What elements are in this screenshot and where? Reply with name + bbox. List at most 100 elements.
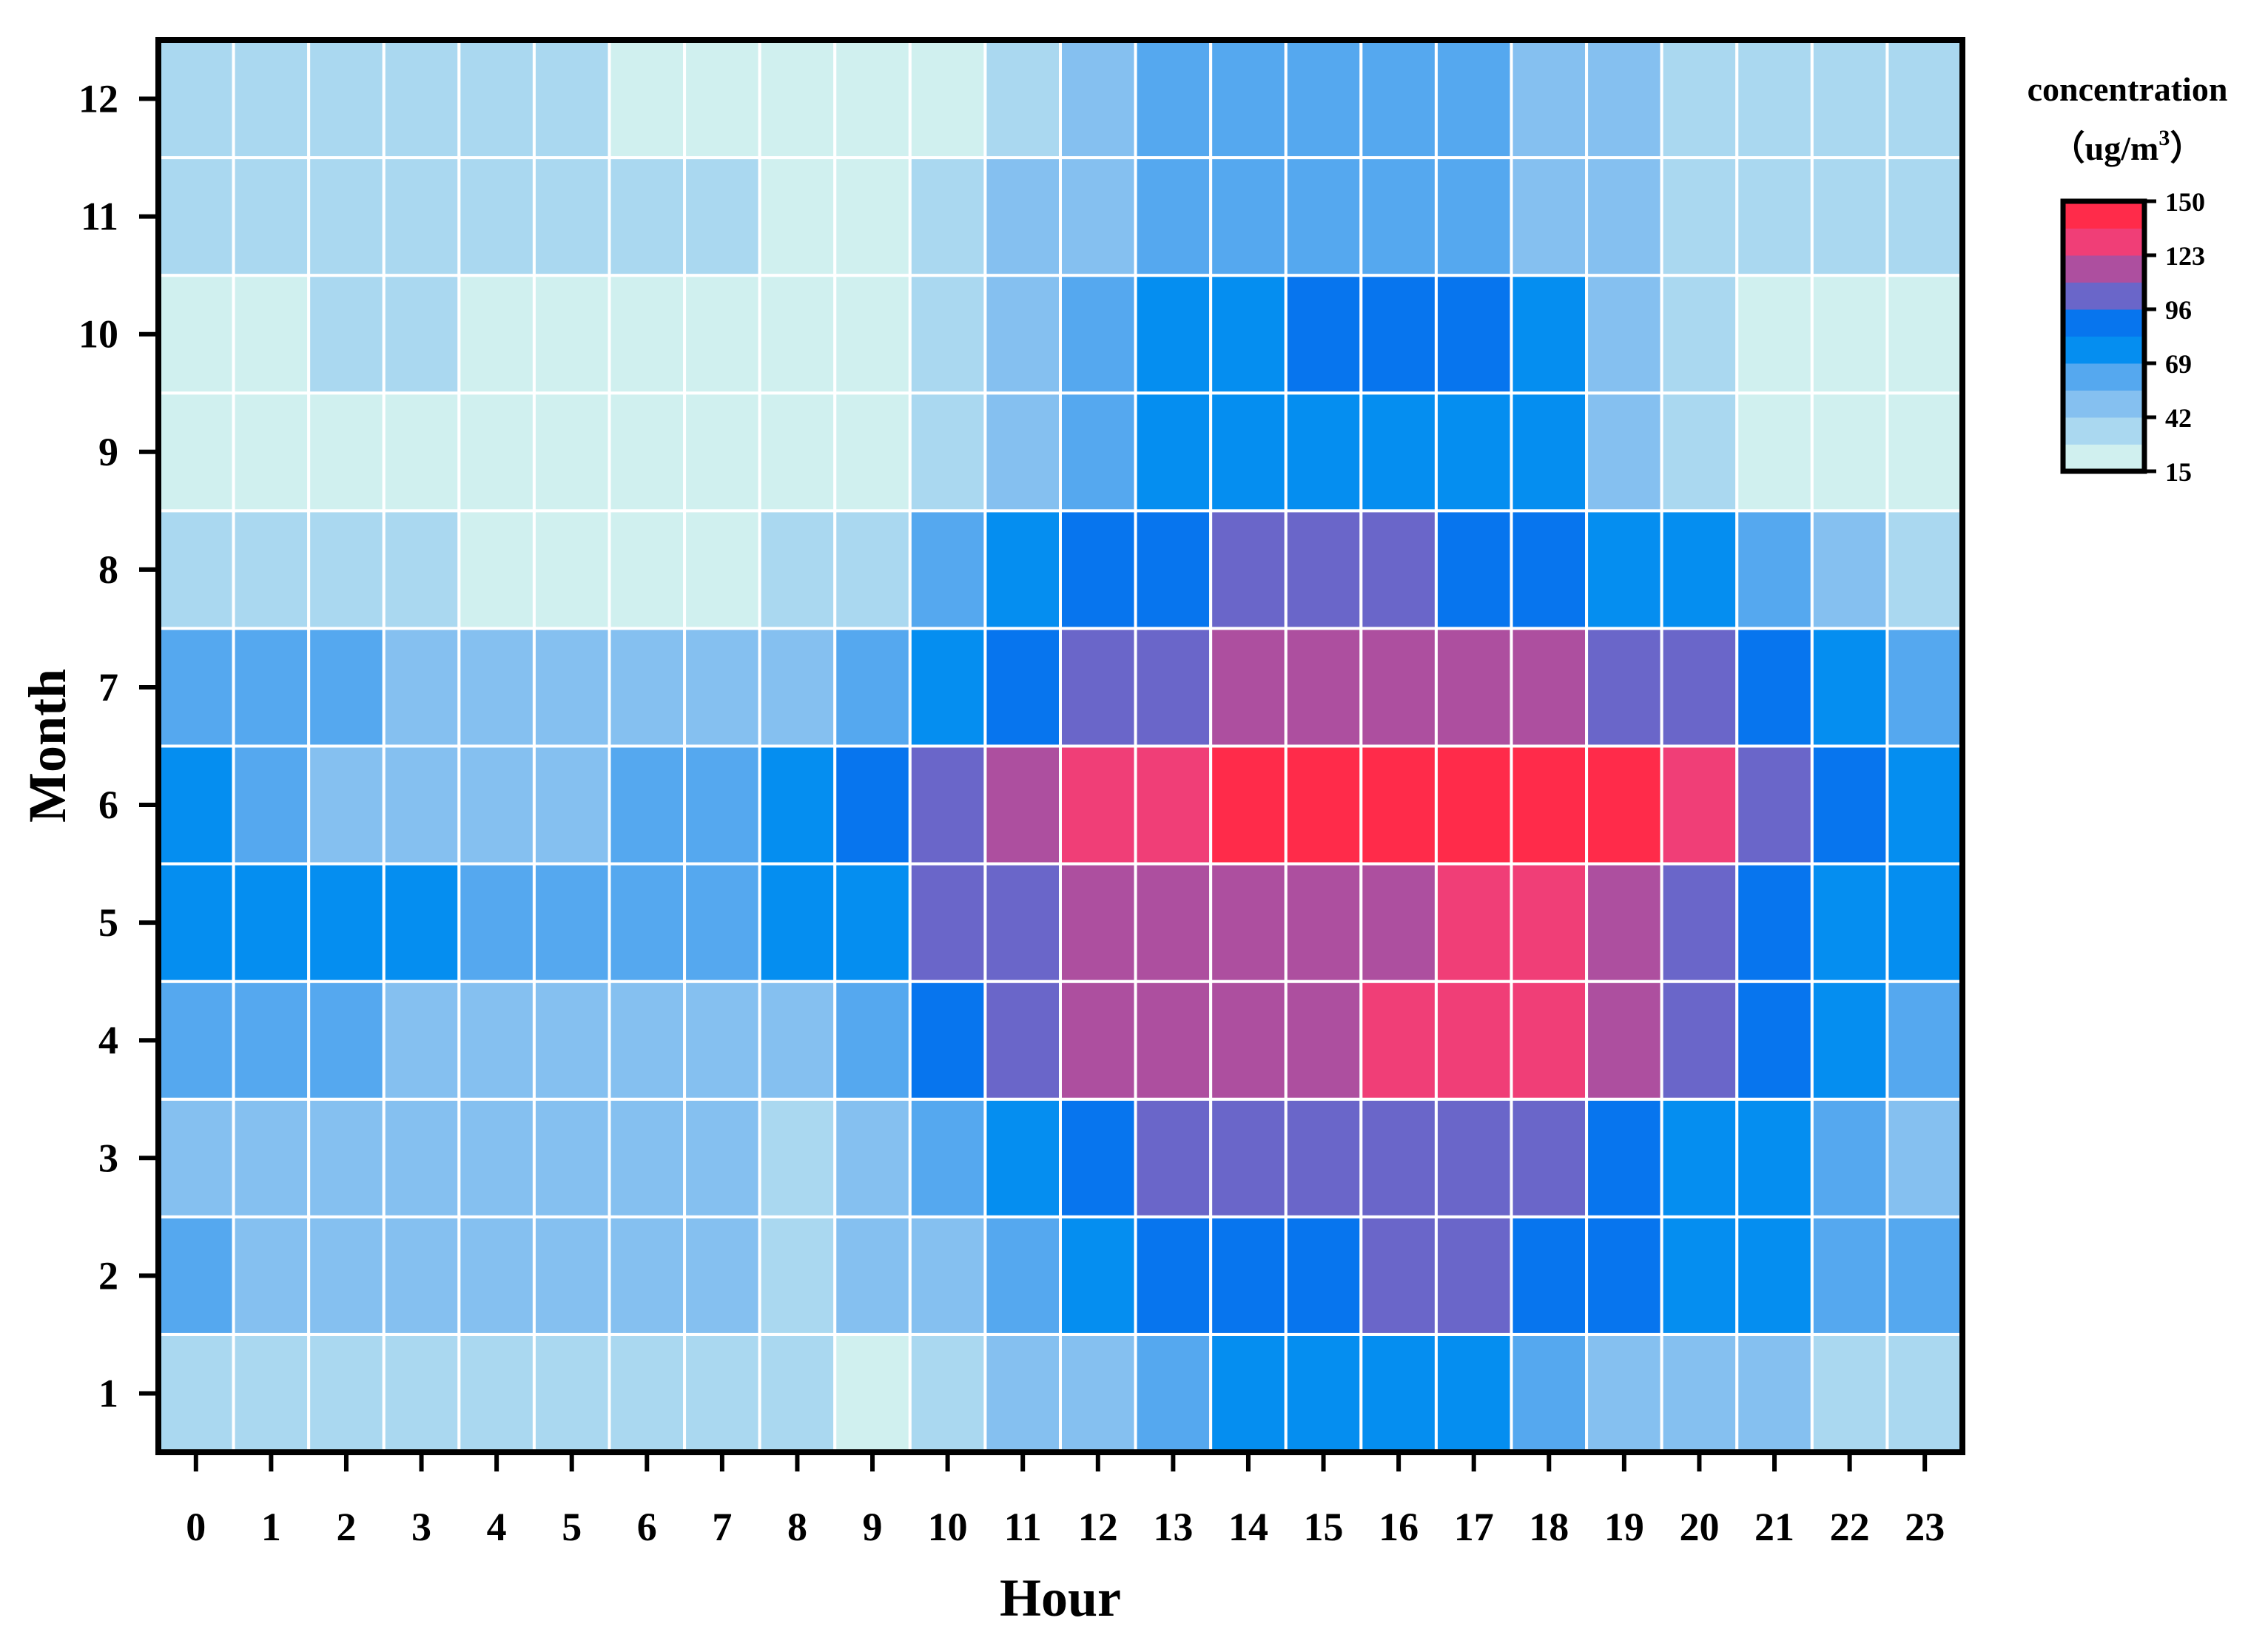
colorbar-unit-suffix: ） — [2170, 129, 2204, 167]
heatmap-cell — [532, 627, 611, 748]
heatmap-cell — [382, 1215, 461, 1336]
heatmap-cell — [1885, 1332, 1964, 1454]
heatmap-cell — [908, 391, 987, 513]
heatmap-cell — [1209, 156, 1288, 277]
heatmap-cell — [683, 274, 761, 395]
heatmap-cell — [1660, 627, 1739, 748]
heatmap-cell — [758, 509, 837, 630]
heatmap-cell — [1660, 38, 1739, 160]
heatmap-cell — [1284, 862, 1363, 983]
heatmap-cell — [457, 156, 536, 277]
heatmap-cell — [1284, 627, 1363, 748]
y-axis-label: Month — [18, 669, 77, 823]
heatmap-cell — [1434, 1097, 1513, 1218]
heatmap-cell — [983, 1097, 1063, 1218]
x-tick-label: 15 — [1304, 1505, 1344, 1549]
heatmap-cells — [157, 38, 1964, 1454]
heatmap-cell — [1134, 1097, 1213, 1218]
heatmap-cell — [1434, 627, 1513, 748]
x-tick-label: 11 — [1004, 1505, 1042, 1549]
heatmap-cell — [908, 627, 987, 748]
heatmap-cell — [232, 38, 311, 160]
heatmap-cell — [983, 979, 1063, 1101]
heatmap-cell — [1810, 274, 1889, 395]
heatmap-cell — [382, 1097, 461, 1218]
heatmap-cell — [758, 744, 837, 866]
heatmap-cell — [532, 509, 611, 630]
heatmap-cell — [608, 1332, 687, 1454]
colorbar-tick-label: 123 — [2165, 241, 2205, 271]
x-axis-ticks: 0 1 2 3 4 5 6 7 8 9 10 11 12 13 14 15 16 17 18 19 20 21 22 23 — [186, 1452, 1945, 1549]
heatmap-cell — [382, 391, 461, 513]
colorbar-swatch — [2063, 228, 2144, 256]
heatmap-cell — [1810, 38, 1889, 160]
heatmap-cell — [307, 627, 386, 748]
y-tick-label: 8 — [98, 547, 118, 592]
y-tick-label: 6 — [98, 783, 118, 827]
heatmap-cell — [382, 38, 461, 160]
heatmap-cell — [457, 627, 536, 748]
y-tick-label: 10 — [78, 312, 118, 357]
heatmap-cell — [833, 1097, 912, 1218]
heatmap-cell — [1810, 156, 1889, 277]
heatmap-cell — [1059, 1332, 1137, 1454]
colorbar-swatch — [2063, 363, 2144, 391]
heatmap-cell — [157, 1215, 235, 1336]
heatmap-cell — [1510, 1097, 1589, 1218]
heatmap-cell — [983, 38, 1063, 160]
heatmap-cell — [1209, 744, 1288, 866]
heatmap-cell — [1510, 744, 1589, 866]
heatmap-cell — [157, 274, 235, 395]
heatmap-cell — [683, 156, 761, 277]
x-tick-label: 12 — [1078, 1505, 1118, 1549]
heatmap-cell — [908, 1215, 987, 1336]
heatmap-cell — [1059, 862, 1137, 983]
heatmap-cell — [1510, 391, 1589, 513]
x-tick-label: 6 — [637, 1505, 657, 1549]
colorbar-ticks: 150 123 96 69 42 15 — [2144, 187, 2205, 487]
heatmap-cell — [1434, 391, 1513, 513]
heatmap-cell — [157, 744, 235, 866]
x-tick-label: 10 — [928, 1505, 968, 1549]
heatmap-cell — [683, 979, 761, 1101]
heatmap-cell — [1735, 1097, 1814, 1218]
heatmap-cell — [532, 1097, 611, 1218]
heatmap-cell — [758, 979, 837, 1101]
heatmap-cell — [1059, 156, 1137, 277]
heatmap-cell — [157, 979, 235, 1101]
heatmap-cell — [1434, 1332, 1513, 1454]
y-tick-label: 11 — [81, 195, 118, 239]
heatmap-cell — [1735, 744, 1814, 866]
heatmap-cell — [1735, 38, 1814, 160]
heatmap-cell — [382, 274, 461, 395]
y-tick-label: 9 — [98, 430, 118, 474]
colorbar-swatch — [2063, 309, 2144, 337]
heatmap-cell — [1434, 38, 1513, 160]
heatmap-cell — [232, 509, 311, 630]
heatmap-cell — [1510, 509, 1589, 630]
x-tick-label: 8 — [787, 1505, 807, 1549]
heatmap-cell — [1209, 627, 1288, 748]
heatmap-cell — [382, 862, 461, 983]
heatmap-cell — [457, 1097, 536, 1218]
heatmap-cell — [1359, 38, 1438, 160]
heatmap-cell — [1359, 391, 1438, 513]
heatmap-cell — [608, 38, 687, 160]
heatmap-cell — [608, 979, 687, 1101]
heatmap-cell — [1359, 627, 1438, 748]
heatmap-cell — [1735, 627, 1814, 748]
heatmap-cell — [983, 274, 1063, 395]
colorbar-swatch — [2063, 417, 2144, 445]
heatmap-cell — [1660, 1097, 1739, 1218]
heatmap-cell — [232, 862, 311, 983]
heatmap-cell — [908, 1332, 987, 1454]
heatmap-cell — [532, 391, 611, 513]
colorbar: concentration （ug/m3） 150 123 96 69 42 15 — [2028, 70, 2228, 487]
heatmap-cell — [232, 1215, 311, 1336]
x-tick-label: 22 — [1830, 1505, 1870, 1549]
heatmap-cell — [1885, 274, 1964, 395]
heatmap-cell — [1209, 1332, 1288, 1454]
heatmap-cell — [608, 391, 687, 513]
heatmap-cell — [1284, 38, 1363, 160]
